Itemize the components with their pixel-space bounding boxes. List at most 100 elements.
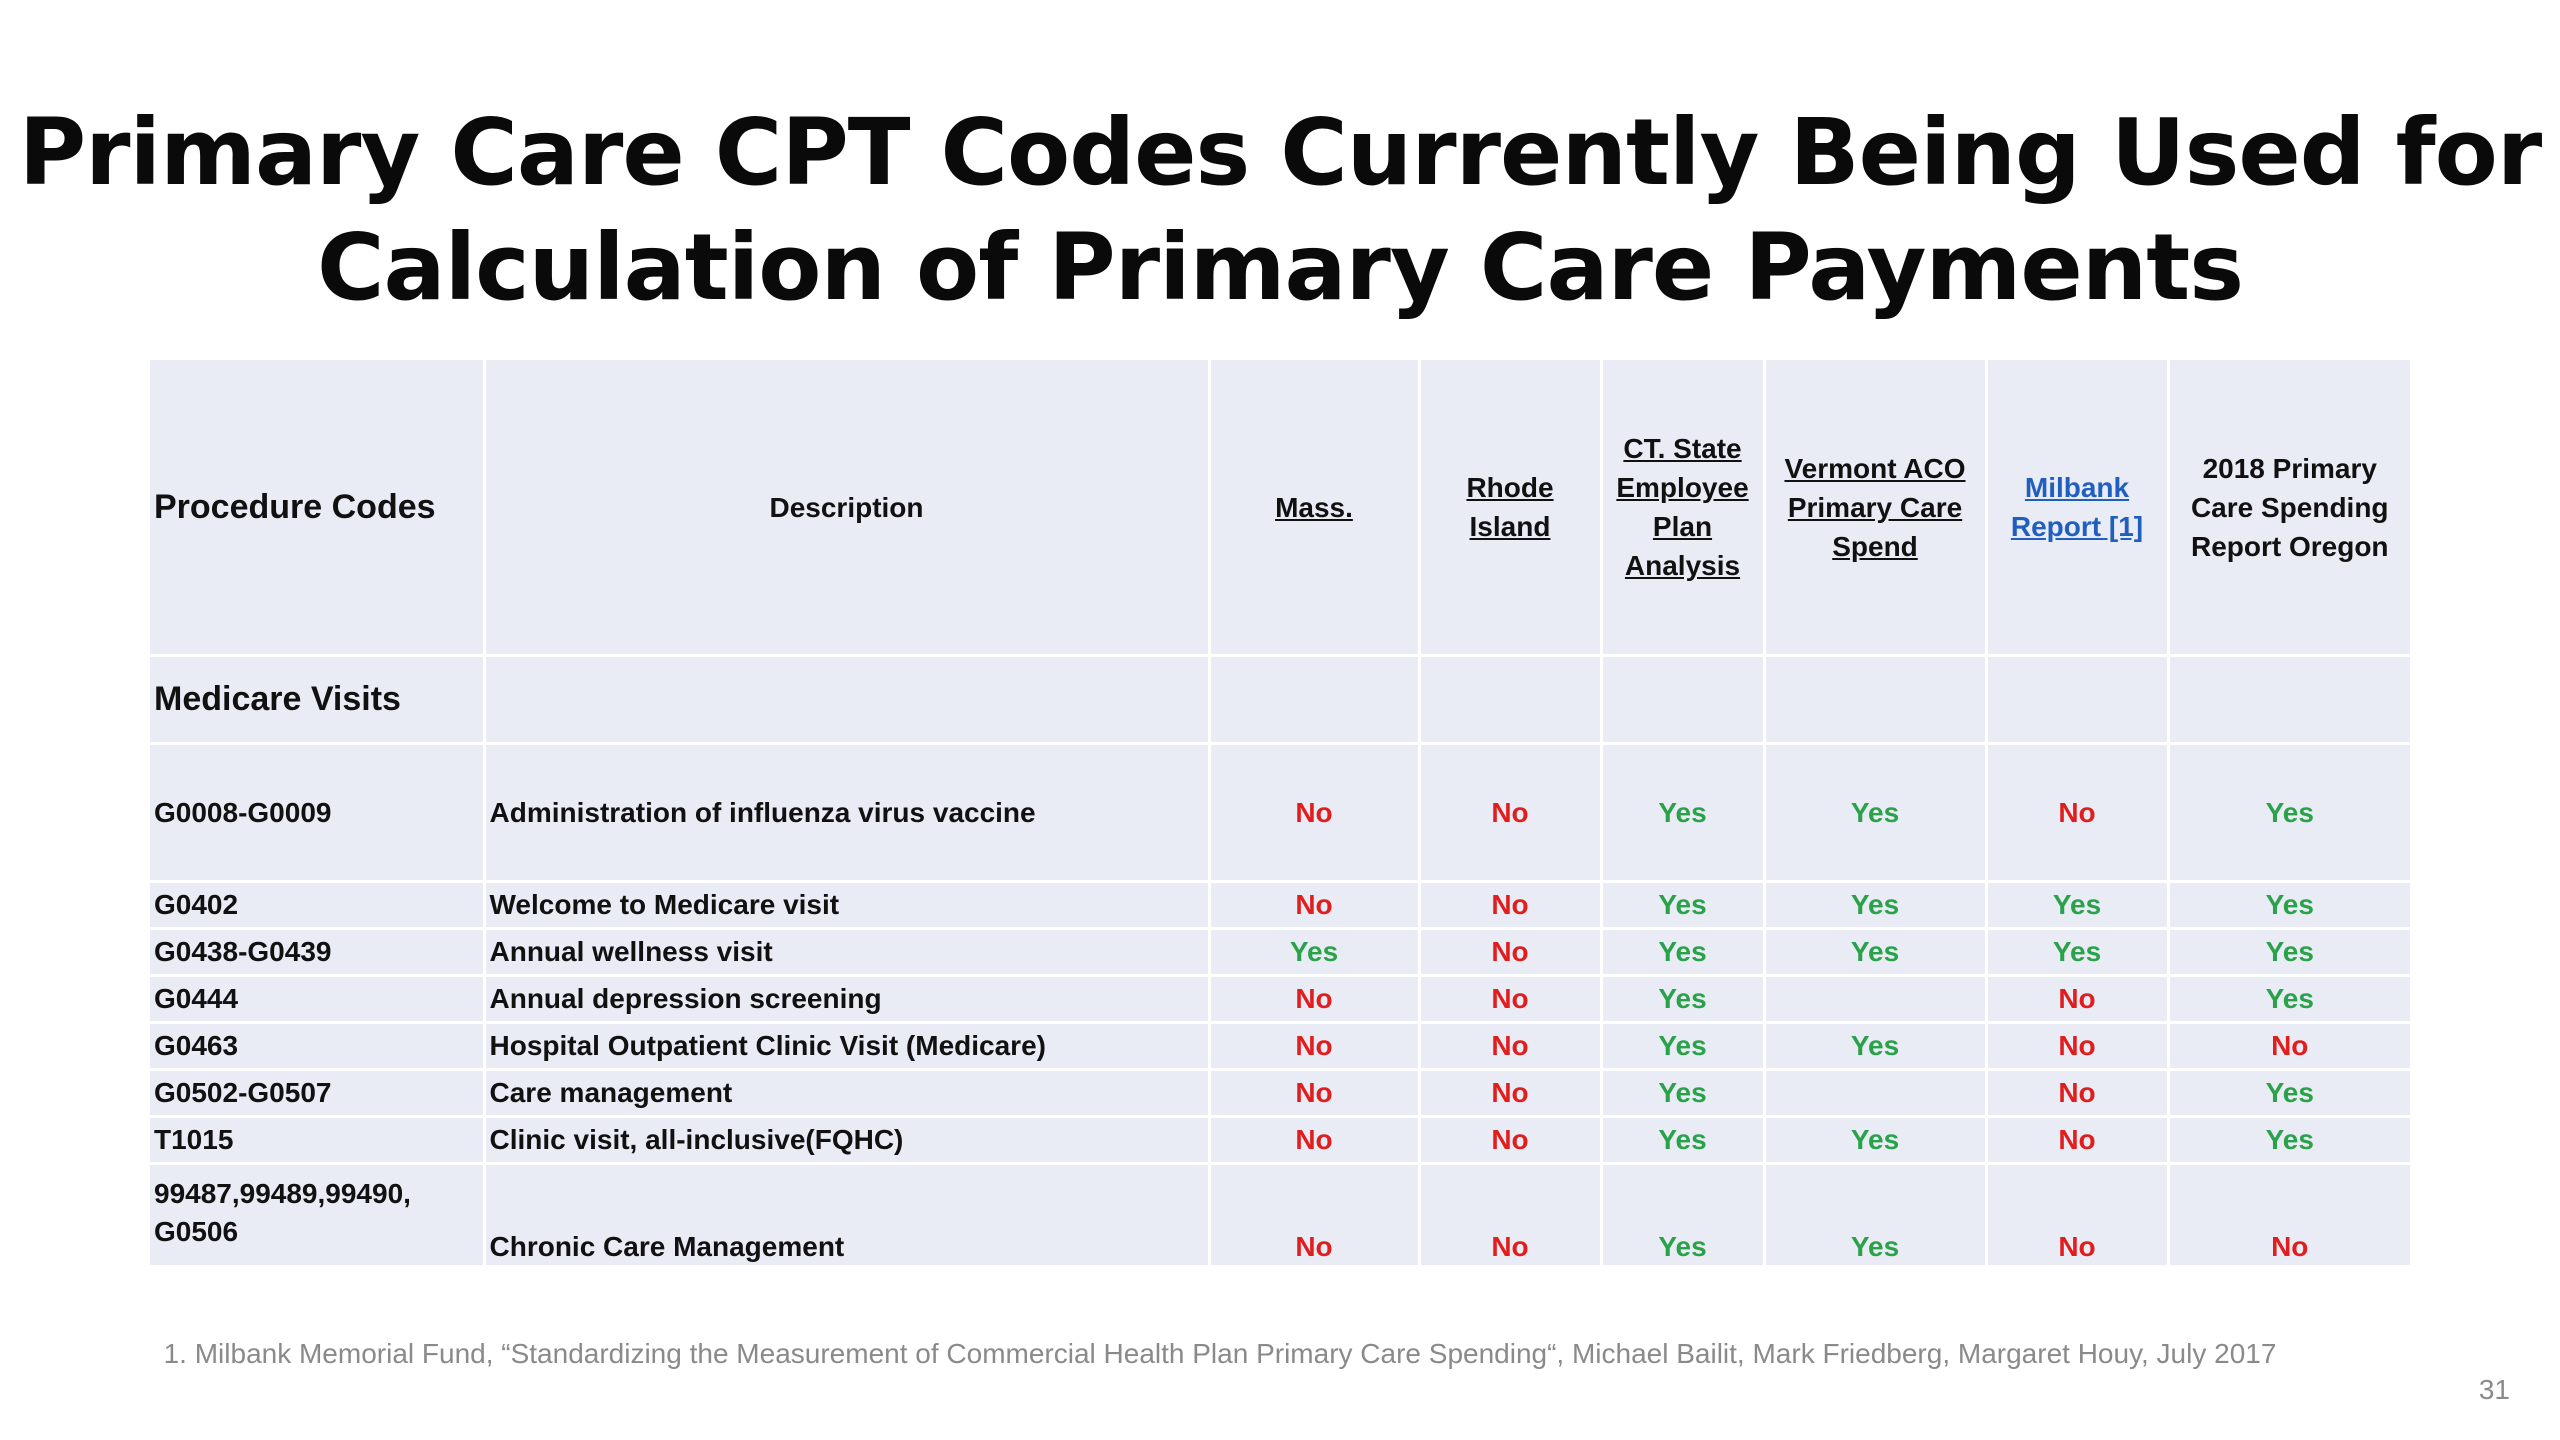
cpt-codes-table-container: Procedure Codes Description Mass. Rhode … xyxy=(150,360,2410,1268)
header-ct-state[interactable]: CT. State Employee Plan Analysis xyxy=(1601,360,1766,657)
oregon-value-cell: Yes xyxy=(2168,1069,2410,1118)
rhode-island-value-cell: No xyxy=(1419,975,1603,1024)
header-procedure-codes: Procedure Codes xyxy=(150,360,486,657)
header-description: Description xyxy=(484,360,1211,657)
mass-value-cell: Yes xyxy=(1209,928,1421,977)
milbank-value-cell: No xyxy=(1986,743,2170,883)
table-row: G0402 Welcome to Medicare visit No No Yes Yes… xyxy=(150,881,2410,930)
description-cell: Hospital Outpatient Clinic Visit (Medica… xyxy=(484,1022,1211,1071)
ct-state-value-cell: Yes xyxy=(1601,928,1766,977)
title-line-2: Calculation of Primary Care Payments xyxy=(316,214,2244,321)
rhode-island-value-cell: No xyxy=(1419,1022,1603,1071)
procedure-code-cell: 99487,99489,99490, G0506 xyxy=(150,1163,486,1268)
header-ct-state-link[interactable]: CT. State Employee Plan Analysis xyxy=(1616,433,1749,581)
header-vermont[interactable]: Vermont ACO Primary Care Spend xyxy=(1764,360,1988,657)
rhode-island-value-cell: No xyxy=(1419,743,1603,883)
vermont-value-cell: Yes xyxy=(1764,928,1988,977)
table-row: G0502-G0507 Care management No No Yes No Yes xyxy=(150,1069,2410,1118)
vermont-value-cell: Yes xyxy=(1764,743,1988,883)
header-row: Procedure Codes Description Mass. Rhode … xyxy=(150,360,2410,657)
section-cell xyxy=(1986,655,2170,745)
description-cell: Care management xyxy=(484,1069,1211,1118)
procedure-code-cell: T1015 xyxy=(150,1116,486,1165)
description-cell: Welcome to Medicare visit xyxy=(484,881,1211,930)
table-row: G0463 Hospital Outpatient Clinic Visit (M… xyxy=(150,1022,2410,1071)
page-number: 31 xyxy=(2478,1374,2510,1405)
header-rhode-island[interactable]: Rhode Island xyxy=(1419,360,1603,657)
table-row: 99487,99489,99490, G0506 Chronic Care Man… xyxy=(150,1163,2410,1268)
vermont-value-cell: Yes xyxy=(1764,1116,1988,1165)
procedure-code-cell: G0008-G0009 xyxy=(150,743,486,883)
vermont-value-cell: Yes xyxy=(1764,1163,1988,1268)
milbank-value-cell: Yes xyxy=(1986,928,2170,977)
slide-title: Primary Care CPT Codes Currently Being U… xyxy=(0,95,2560,325)
milbank-value-cell: Yes xyxy=(1986,881,2170,930)
oregon-value-cell: Yes xyxy=(2168,881,2410,930)
header-vermont-link[interactable]: Vermont ACO Primary Care Spend xyxy=(1784,452,1966,562)
mass-value-cell: No xyxy=(1209,1069,1421,1118)
oregon-value-cell: No xyxy=(2168,1022,2410,1071)
section-row: Medicare Visits xyxy=(150,655,2410,745)
title-line-1: Primary Care CPT Codes Currently Being U… xyxy=(18,99,2543,206)
ct-state-value-cell: Yes xyxy=(1601,881,1766,930)
description-cell: Clinic visit, all-inclusive(FQHC) xyxy=(484,1116,1211,1165)
milbank-value-cell: No xyxy=(1986,1022,2170,1071)
cpt-codes-table: Procedure Codes Description Mass. Rhode … xyxy=(150,360,2410,1268)
table-row: T1015 Clinic visit, all-inclusive(FQHC) No… xyxy=(150,1116,2410,1165)
ct-state-value-cell: Yes xyxy=(1601,743,1766,883)
description-cell: Administration of influenza virus vaccin… xyxy=(484,743,1211,883)
header-milbank-link[interactable]: Milbank Report [1] xyxy=(2010,472,2144,542)
ct-state-value-cell: Yes xyxy=(1601,1116,1766,1165)
table-row: G0444 Annual depression screening No No Yes N… xyxy=(150,975,2410,1024)
mass-value-cell: No xyxy=(1209,881,1421,930)
procedure-code-cell: G0463 xyxy=(150,1022,486,1071)
mass-value-cell: No xyxy=(1209,1163,1421,1268)
milbank-value-cell: No xyxy=(1986,1163,2170,1268)
description-cell: Annual wellness visit xyxy=(484,928,1211,977)
vermont-value-cell: Yes xyxy=(1764,881,1988,930)
rhode-island-value-cell: No xyxy=(1419,1163,1603,1268)
rhode-island-value-cell: No xyxy=(1419,928,1603,977)
ct-state-value-cell: Yes xyxy=(1601,975,1766,1024)
section-cell xyxy=(1209,655,1421,745)
rhode-island-value-cell: No xyxy=(1419,1116,1603,1165)
header-mass-link[interactable]: Mass. xyxy=(1275,491,1353,523)
oregon-value-cell: Yes xyxy=(2168,975,2410,1024)
mass-value-cell: No xyxy=(1209,1022,1421,1071)
header-oregon: 2018 Primary Care Spending Report Oregon xyxy=(2168,360,2410,657)
header-rhode-island-link[interactable]: Rhode Island xyxy=(1466,472,1554,542)
procedure-code-cell: G0444 xyxy=(150,975,486,1024)
procedure-code-cell: G0438-G0439 xyxy=(150,928,486,977)
ct-state-value-cell: Yes xyxy=(1601,1069,1766,1118)
procedure-code-cell: G0502-G0507 xyxy=(150,1069,486,1118)
vermont-value-cell xyxy=(1764,1069,1988,1118)
header-mass[interactable]: Mass. xyxy=(1209,360,1421,657)
section-label: Medicare Visits xyxy=(150,655,486,745)
mass-value-cell: No xyxy=(1209,1116,1421,1165)
mass-value-cell: No xyxy=(1209,743,1421,883)
table-row: G0438-G0439 Annual wellness visit Yes No Yes… xyxy=(150,928,2410,977)
vermont-value-cell xyxy=(1764,975,1988,1024)
mass-value-cell: No xyxy=(1209,975,1421,1024)
section-cell xyxy=(1419,655,1603,745)
footnote: 1. Milbank Memorial Fund, “Standardizing… xyxy=(163,1338,2277,1369)
rhode-island-value-cell: No xyxy=(1419,881,1603,930)
header-milbank[interactable]: Milbank Report [1] xyxy=(1986,360,2170,657)
ct-state-value-cell: Yes xyxy=(1601,1022,1766,1071)
rhode-island-value-cell: No xyxy=(1419,1069,1603,1118)
section-cell xyxy=(484,655,1211,745)
section-cell xyxy=(1601,655,1766,745)
oregon-value-cell: No xyxy=(2168,1163,2410,1268)
milbank-value-cell: No xyxy=(1986,975,2170,1024)
milbank-value-cell: No xyxy=(1986,1069,2170,1118)
section-cell xyxy=(2168,655,2410,745)
vermont-value-cell: Yes xyxy=(1764,1022,1988,1071)
oregon-value-cell: Yes xyxy=(2168,928,2410,977)
section-cell xyxy=(1764,655,1988,745)
description-cell: Annual depression screening xyxy=(484,975,1211,1024)
procedure-code-cell: G0402 xyxy=(150,881,486,930)
oregon-value-cell: Yes xyxy=(2168,1116,2410,1165)
ct-state-value-cell: Yes xyxy=(1601,1163,1766,1268)
table-row: G0008-G0009 Administration of influenza v… xyxy=(150,743,2410,883)
oregon-value-cell: Yes xyxy=(2168,743,2410,883)
